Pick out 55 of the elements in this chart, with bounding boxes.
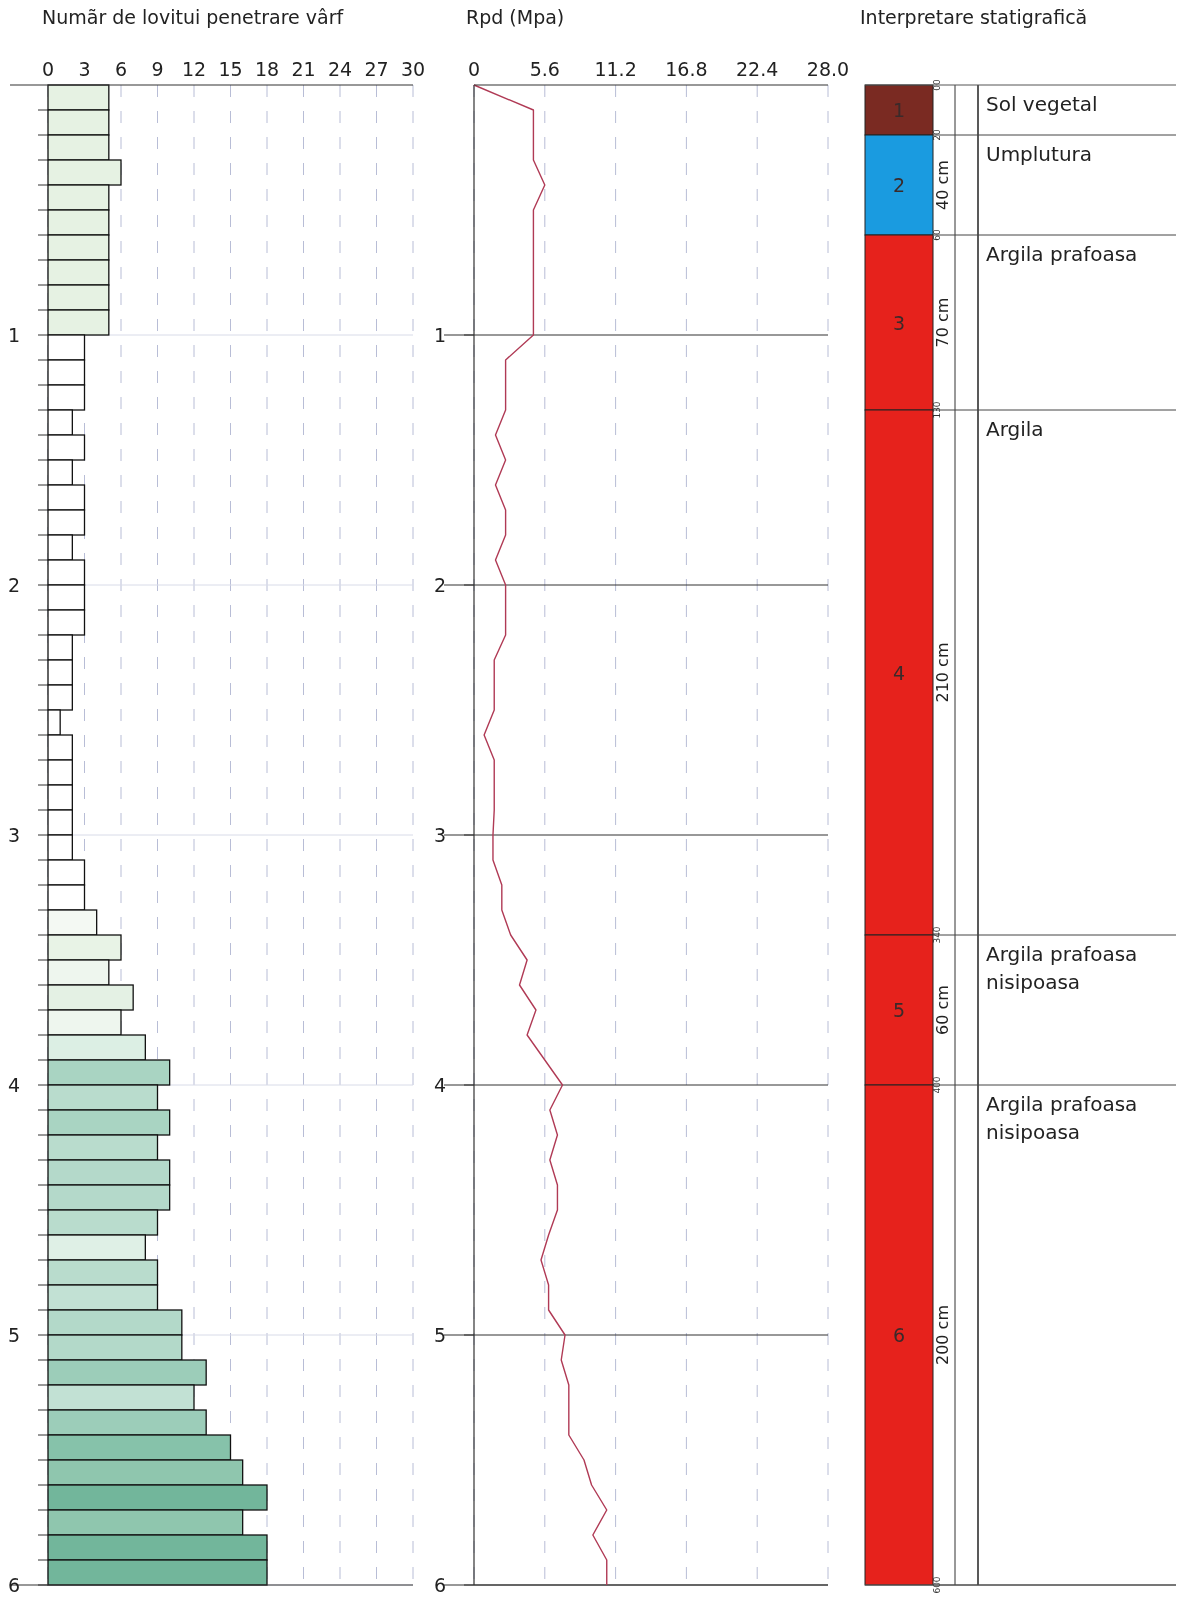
y-tick-label: 00 — [932, 79, 942, 91]
x-tick-label: 28.0 — [806, 58, 850, 80]
x-tick-label: 16.8 — [665, 58, 708, 80]
y-tick-label: 6 — [433, 1574, 447, 1596]
data-label: 40 cm — [933, 160, 952, 210]
text: Argila — [986, 417, 1044, 441]
x-tick-label: 21 — [291, 58, 316, 80]
x-tick-label: 0 — [467, 58, 481, 80]
x-tick-label: 6 — [114, 58, 128, 80]
y-tick-label: 60 — [932, 229, 942, 241]
y-tick-label: 3 — [433, 824, 447, 846]
x-tick-label: 15 — [218, 58, 243, 80]
y-tick-label: 130 — [932, 401, 942, 419]
annotation: 2 — [892, 174, 906, 196]
x-tick-label: 18 — [254, 58, 280, 80]
annotation: 1 — [892, 99, 906, 121]
x-tick-label: 24 — [327, 58, 353, 80]
y-tick-label: 3 — [7, 824, 21, 846]
y-tick-label: 1 — [7, 324, 21, 346]
data-label: 70 cm — [933, 297, 952, 348]
x-tick-label: 11.2 — [594, 58, 637, 80]
x-tick-label: 3 — [78, 58, 91, 80]
chart-title: Numãr de lovitui penetrare vârf — [42, 6, 345, 28]
y-tick-label: 20 — [932, 129, 942, 141]
text: Sol vegetal — [986, 92, 1098, 116]
data-label: 210 cm — [933, 642, 952, 703]
annotation: 5 — [892, 999, 906, 1021]
text: Argila prafoasa nisipoasa — [986, 942, 1138, 994]
x-tick-label: 9 — [151, 58, 164, 80]
y-tick-label: 5 — [7, 1324, 21, 1346]
y-tick-label: 1 — [433, 324, 447, 346]
y-tick-label: 400 — [932, 1076, 942, 1094]
chart-title: Rpd (Mpa) — [466, 6, 565, 28]
y-tick-label: 2 — [7, 574, 21, 596]
data-label: 60 cm — [933, 985, 952, 1035]
x-tick-label: 27 — [364, 58, 389, 80]
y-tick-label: 340 — [932, 926, 942, 944]
x-tick-label: 22.4 — [736, 58, 779, 80]
x-tick-label: 12 — [181, 58, 207, 80]
x-tick-label: 30 — [400, 58, 426, 80]
y-tick-label: 5 — [433, 1324, 447, 1346]
x-tick-label: 5.6 — [529, 58, 560, 80]
text: Interpretare statigrafică — [860, 6, 1088, 28]
annotation: 6 — [892, 1324, 906, 1346]
y-tick-label: 4 — [433, 1074, 447, 1096]
text: Umplutura — [986, 142, 1093, 166]
y-tick-label: 6 — [7, 1574, 21, 1596]
data-label: 200 cm — [933, 1304, 952, 1366]
y-tick-label: 4 — [7, 1074, 21, 1096]
text: Argila prafoasa — [986, 242, 1138, 266]
text: Argila prafoasa nisipoasa — [986, 1092, 1138, 1144]
annotation: 4 — [892, 661, 906, 684]
y-tick-label: 2 — [433, 574, 447, 596]
annotation: 3 — [892, 311, 906, 334]
x-tick-label: 0 — [41, 58, 55, 80]
